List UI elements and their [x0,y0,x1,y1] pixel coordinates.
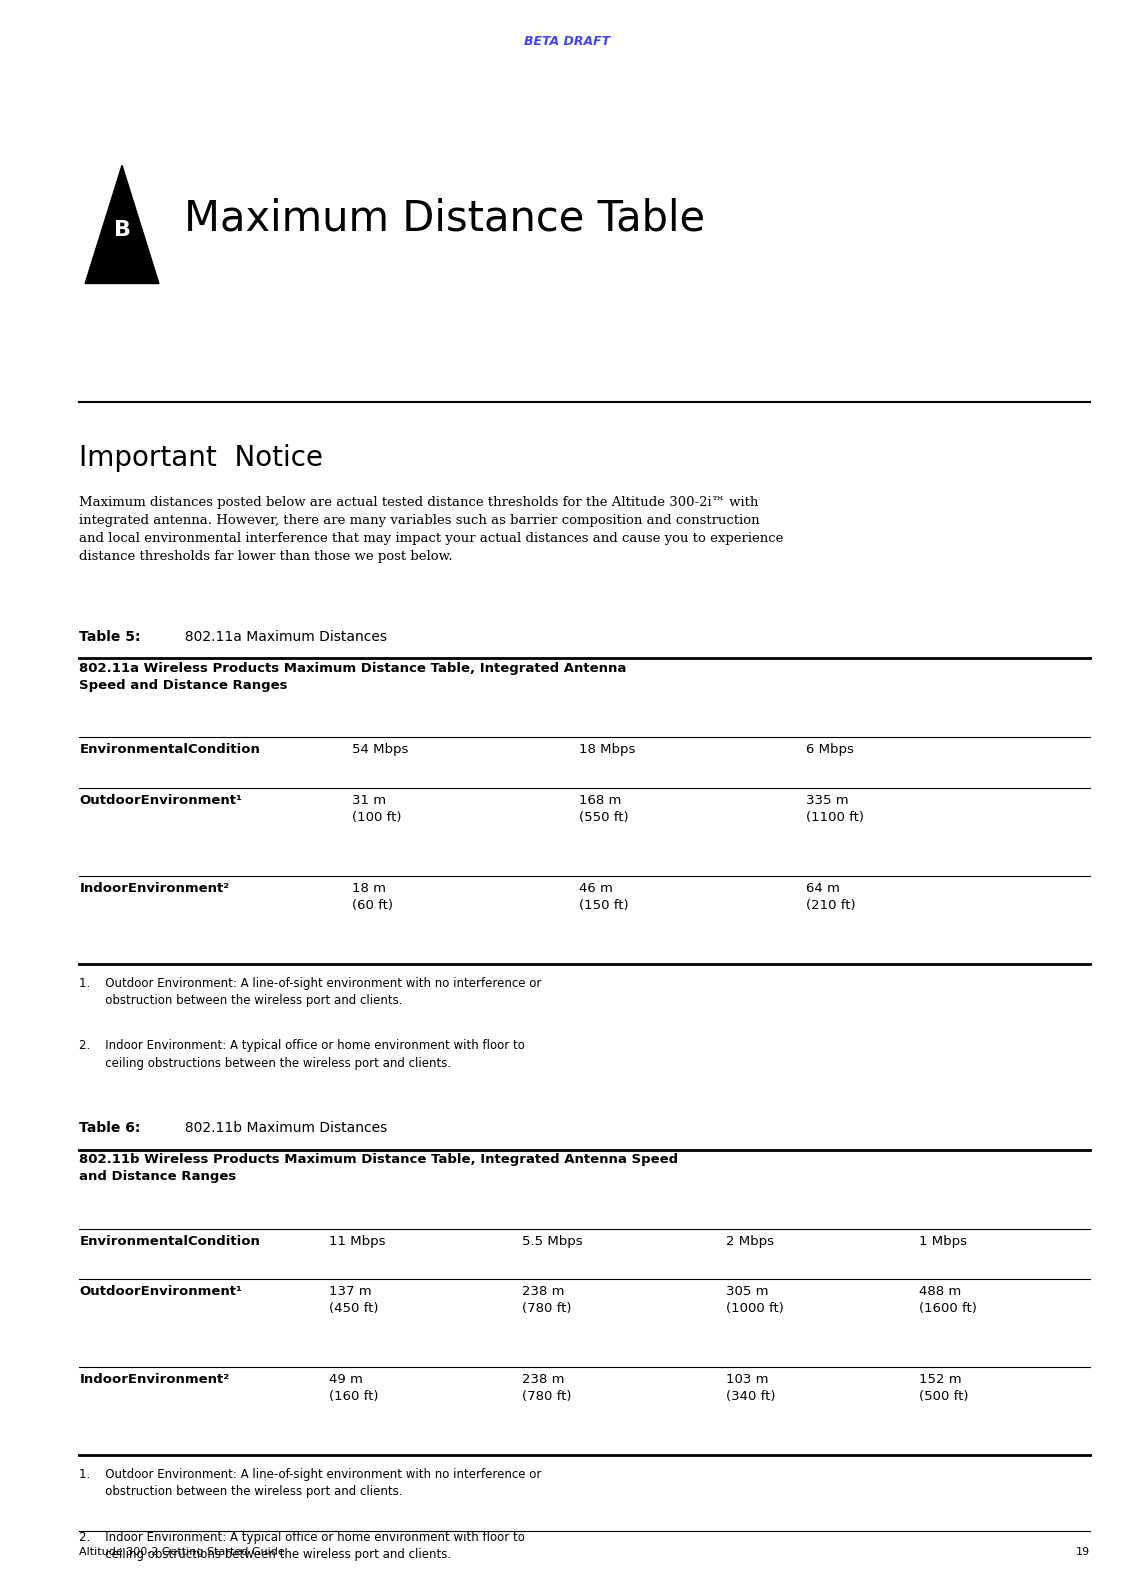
Text: EnvironmentalCondition: EnvironmentalCondition [79,743,260,756]
Text: IndoorEnvironment²: IndoorEnvironment² [79,882,229,895]
Text: Maximum Distance Table: Maximum Distance Table [184,197,705,239]
Text: 103 m
(340 ft): 103 m (340 ft) [726,1373,776,1403]
Text: 49 m
(160 ft): 49 m (160 ft) [329,1373,379,1403]
Text: 2 Mbps: 2 Mbps [726,1235,774,1247]
Text: IndoorEnvironment²: IndoorEnvironment² [79,1373,229,1386]
Text: 18 m
(60 ft): 18 m (60 ft) [352,882,393,912]
Text: 1.    Outdoor Environment: A line-of-sight environment with no interference or
 : 1. Outdoor Environment: A line-of-sight … [79,1468,541,1498]
Text: Altitude 300-2 Getting Started Guide: Altitude 300-2 Getting Started Guide [79,1547,285,1556]
Text: 238 m
(780 ft): 238 m (780 ft) [522,1285,572,1315]
Text: 11 Mbps: 11 Mbps [329,1235,386,1247]
Text: 152 m
(500 ft): 152 m (500 ft) [919,1373,969,1403]
Text: Table 5:: Table 5: [79,630,141,644]
Text: 19: 19 [1076,1547,1090,1556]
Text: 46 m
(150 ft): 46 m (150 ft) [579,882,629,912]
Text: 802.11a Wireless Products Maximum Distance Table, Integrated Antenna
Speed and D: 802.11a Wireless Products Maximum Distan… [79,662,627,691]
Text: 1.    Outdoor Environment: A line-of-sight environment with no interference or
 : 1. Outdoor Environment: A line-of-sight … [79,976,541,1006]
Text: 64 m
(210 ft): 64 m (210 ft) [806,882,856,912]
Text: 2.    Indoor Environment: A typical office or home environment with floor to
   : 2. Indoor Environment: A typical office … [79,1531,526,1561]
Text: EnvironmentalCondition: EnvironmentalCondition [79,1235,260,1247]
Text: OutdoorEnvironment¹: OutdoorEnvironment¹ [79,794,243,806]
Text: 168 m
(550 ft): 168 m (550 ft) [579,794,629,824]
Text: OutdoorEnvironment¹: OutdoorEnvironment¹ [79,1285,243,1298]
Text: 335 m
(1100 ft): 335 m (1100 ft) [806,794,864,824]
Text: 6 Mbps: 6 Mbps [806,743,854,756]
Text: 31 m
(100 ft): 31 m (100 ft) [352,794,402,824]
Text: 802.11b Wireless Products Maximum Distance Table, Integrated Antenna Speed
and D: 802.11b Wireless Products Maximum Distan… [79,1153,679,1183]
Text: 802.11a Maximum Distances: 802.11a Maximum Distances [176,630,387,644]
Text: 137 m
(450 ft): 137 m (450 ft) [329,1285,379,1315]
Text: Table 6:: Table 6: [79,1121,141,1136]
Text: 1 Mbps: 1 Mbps [919,1235,967,1247]
Text: 802.11b Maximum Distances: 802.11b Maximum Distances [176,1121,387,1136]
Text: 238 m
(780 ft): 238 m (780 ft) [522,1373,572,1403]
Text: 305 m
(1000 ft): 305 m (1000 ft) [726,1285,784,1315]
Text: Important  Notice: Important Notice [79,444,323,472]
Polygon shape [85,165,159,284]
Text: B: B [114,221,131,241]
Text: 488 m
(1600 ft): 488 m (1600 ft) [919,1285,977,1315]
Text: 2.    Indoor Environment: A typical office or home environment with floor to
   : 2. Indoor Environment: A typical office … [79,1040,526,1069]
Text: Maximum distances posted below are actual tested distance thresholds for the Alt: Maximum distances posted below are actua… [79,496,784,564]
Text: 54 Mbps: 54 Mbps [352,743,409,756]
Text: 18 Mbps: 18 Mbps [579,743,636,756]
Text: BETA DRAFT: BETA DRAFT [524,35,611,47]
Text: 5.5 Mbps: 5.5 Mbps [522,1235,582,1247]
